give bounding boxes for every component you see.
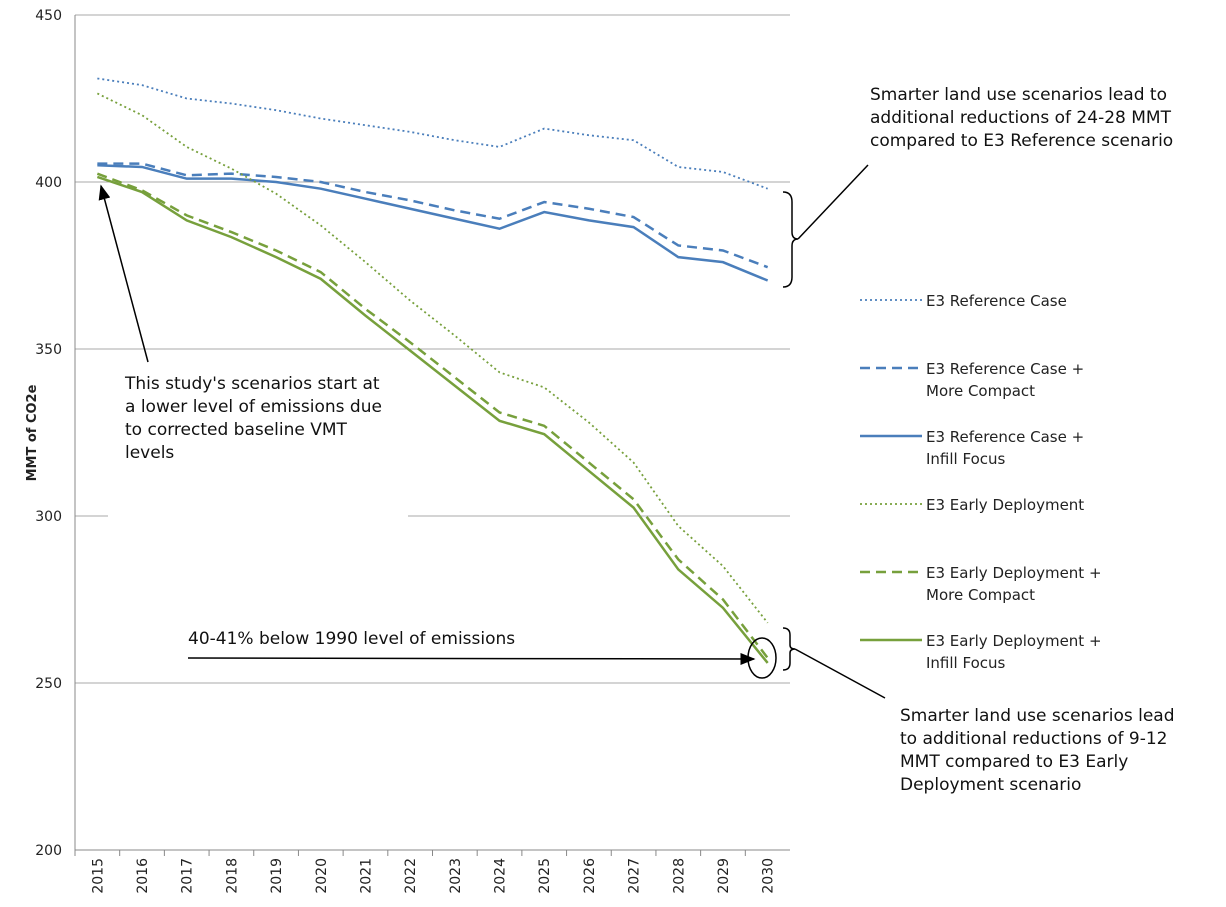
legend-label: E3 Early Deployment [926, 496, 1084, 514]
legend-label: E3 Reference Case + More Compact [926, 360, 1089, 400]
callout-line [794, 648, 886, 699]
series-line [97, 162, 769, 269]
x-tick-label: 2023 [448, 858, 464, 894]
y-tick-label: 450 [35, 8, 62, 24]
x-tick-label: 2021 [358, 858, 374, 894]
series-line [97, 164, 769, 282]
annotation: Smarter land use scenarios lead to addit… [870, 85, 1174, 151]
y-tick-label: 250 [35, 676, 62, 692]
series-line [96, 172, 769, 659]
x-tick-label: 2018 [224, 858, 240, 894]
x-tick-label: 2025 [537, 858, 553, 894]
y-tick-label: 200 [35, 843, 62, 859]
arrow [187, 652, 756, 665]
legend-label: E3 Reference Case + Infill Focus [926, 428, 1089, 468]
x-tick-label: 2020 [314, 858, 330, 894]
x-tick-label: 2026 [582, 858, 598, 894]
y-axis-label: MMT of CO2e [25, 384, 40, 481]
legend-label: E3 Early Deployment + More Compact [926, 564, 1106, 604]
x-tick-label: 2022 [403, 858, 419, 894]
series-line [96, 92, 769, 624]
x-tick-label: 2019 [269, 858, 285, 894]
arrow [98, 184, 149, 363]
series-line [96, 175, 769, 664]
y-tick-label: 400 [35, 175, 62, 191]
legend-label: E3 Reference Case [926, 292, 1067, 310]
y-tick-label: 300 [35, 509, 62, 525]
brace [782, 191, 799, 288]
highlight-circle [747, 637, 777, 679]
series-line [97, 77, 768, 190]
note-backdrop [108, 355, 408, 523]
annotation: 40-41% below 1990 level of emissions [188, 629, 516, 649]
annotation: Smarter land use scenarios lead to addit… [900, 706, 1175, 795]
x-tick-label: 2015 [90, 858, 106, 894]
annotation: This study's scenarios start at a lower … [125, 374, 382, 463]
x-tick-label: 2029 [716, 858, 732, 894]
x-tick-label: 2016 [135, 858, 151, 894]
legend-label: E3 Early Deployment + Infill Focus [926, 632, 1106, 672]
x-tick-label: 2024 [493, 858, 509, 894]
x-tick-label: 2027 [627, 858, 643, 894]
y-tick-label: 350 [35, 342, 62, 358]
callout-line [797, 164, 869, 240]
x-tick-label: 2028 [671, 858, 687, 894]
x-tick-label: 2030 [761, 858, 777, 894]
x-tick-label: 2017 [180, 858, 196, 894]
brace [782, 627, 796, 671]
